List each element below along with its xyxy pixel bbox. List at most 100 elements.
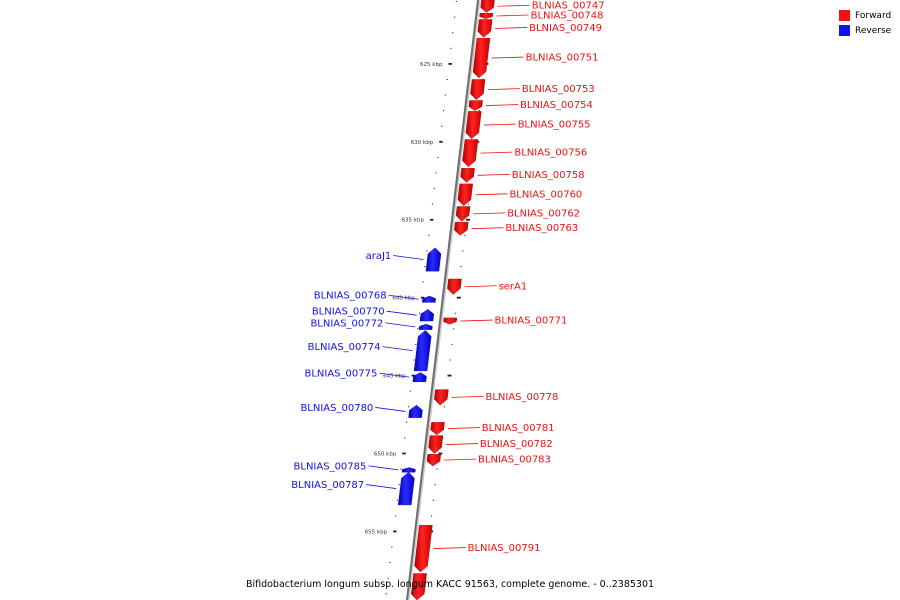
gene-label: BLNIAS_00780 <box>300 403 373 414</box>
genome-backbone <box>406 0 481 600</box>
gene-label-leader <box>445 443 478 445</box>
gene-label-leader <box>451 396 484 398</box>
gene-blnias_00756 <box>462 139 479 168</box>
gene-label-leader <box>496 14 529 17</box>
gene-blnias_00785 <box>401 467 416 473</box>
gene-label: BLNIAS_00768 <box>314 291 387 302</box>
gene-label-leader <box>385 322 416 328</box>
gene-label-leader <box>485 104 519 106</box>
gene-blnias_00768 <box>421 295 436 303</box>
gene-label: BLNIAS_00771 <box>495 316 568 327</box>
gene-label-leader <box>477 173 510 176</box>
gene-blnias_00763 <box>454 221 469 236</box>
gene-sera1 <box>447 278 462 295</box>
gene-label-leader <box>386 310 417 316</box>
gene-label: BLNIAS_00756 <box>514 148 587 159</box>
gene-label: BLNIAS_00747 <box>532 1 605 12</box>
gene-blnias_00770 <box>419 309 435 322</box>
axis-tick-label: 625 kbp <box>420 62 443 68</box>
gene-blnias_00783 <box>426 454 441 467</box>
gene-label-leader <box>375 407 406 412</box>
gene-label: BLNIAS_00754 <box>520 100 593 111</box>
gene-label-leader <box>393 255 424 260</box>
genome-caption: Bifidobacterium longum subsp. longum KAC… <box>245 579 655 590</box>
gene-label-leader <box>483 123 516 126</box>
gene-label: araJ1 <box>366 251 392 262</box>
gene-label-leader <box>491 56 524 59</box>
gene-blnias_00771 <box>443 317 458 325</box>
gene-label: BLNIAS_00774 <box>308 342 381 353</box>
legend: Forward Reverse <box>839 8 891 38</box>
gene-features <box>398 0 495 600</box>
gene-label-leader <box>464 285 497 288</box>
gene-blnias_00748 <box>479 13 494 19</box>
gene-araj1 <box>425 247 442 272</box>
legend-reverse: Reverse <box>839 23 891 38</box>
reverse-swatch <box>839 25 850 36</box>
gene-label: BLNIAS_00763 <box>505 223 578 234</box>
gene-blnias_00751 <box>472 37 491 79</box>
gene-label: BLNIAS_00787 <box>291 480 364 491</box>
axis-tick-label: 645 kbp <box>383 374 406 380</box>
gene-label-leader <box>480 151 513 154</box>
gene-label: BLNIAS_00749 <box>529 23 602 34</box>
gene-label: BLNIAS_00753 <box>522 84 595 95</box>
gene-label-leader <box>471 227 504 230</box>
gene-label-leader <box>473 212 506 215</box>
gene-label-leader <box>433 547 466 549</box>
gene-label-leader <box>366 484 397 489</box>
gene-label: BLNIAS_00781 <box>482 423 555 434</box>
gene-label-leader <box>444 458 477 461</box>
gene-blnias_00775 <box>412 372 427 383</box>
gene-label: BLNIAS_00791 <box>468 543 541 554</box>
gene-label-leader <box>460 319 493 322</box>
gene-blnias_00758 <box>460 168 475 183</box>
gene-label: BLNIAS_00755 <box>518 120 591 131</box>
gene-label-leader <box>379 372 410 378</box>
gene-blnias_00782 <box>428 435 444 454</box>
gene-label-leader <box>382 346 413 352</box>
gene-blnias_00762 <box>455 206 471 222</box>
gene-label: BLNIAS_00783 <box>478 455 551 466</box>
gene-label: BLNIAS_00770 <box>312 307 385 318</box>
axis-ticks: 625 kbp 630 kbp 635 kbp 640 kbp 645 kbp 650 k… <box>365 1 494 595</box>
gene-blnias_00760 <box>457 183 473 206</box>
gene-label: serA1 <box>499 281 528 292</box>
gene-label: BLNIAS_00782 <box>480 439 553 450</box>
gene-unlabeled <box>411 573 427 600</box>
gene-blnias_00755 <box>465 111 482 139</box>
legend-forward-label: Forward <box>855 10 892 21</box>
axis-tick-label: 640 kbp <box>392 296 415 302</box>
gene-label: BLNIAS_00775 <box>304 369 377 380</box>
gene-label: BLNIAS_00762 <box>507 208 580 219</box>
forward-swatch <box>839 10 850 21</box>
gene-label-leader <box>495 27 528 29</box>
gene-blnias_00754 <box>468 100 483 111</box>
gene-blnias_00778 <box>434 389 449 406</box>
gene-label: BLNIAS_00751 <box>526 53 599 64</box>
gene-label-leader <box>388 294 419 300</box>
gene-label: BLNIAS_00778 <box>485 392 558 403</box>
legend-forward: Forward <box>839 8 891 23</box>
gene-label-leader <box>475 193 508 196</box>
gene-label-leader <box>447 427 480 429</box>
gene-label: BLNIAS_00772 <box>310 318 383 329</box>
axis-tick-label: 650 kbp <box>374 452 397 458</box>
axis-tick-label: 655 kbp <box>365 529 388 535</box>
gene-blnias_00791 <box>414 524 433 573</box>
gene-label-leader <box>368 465 399 471</box>
gene-label: BLNIAS_00760 <box>509 189 582 200</box>
gene-label: BLNIAS_00785 <box>294 461 367 472</box>
gene-blnias_00747 <box>480 0 495 13</box>
gene-blnias_00749 <box>477 19 493 38</box>
gene-blnias_00753 <box>470 79 486 101</box>
gene-blnias_00787 <box>398 471 415 506</box>
legend-reverse-label: Reverse <box>855 25 892 36</box>
gene-label-leader <box>487 88 520 91</box>
axis-tick-label: 630 kbp <box>411 140 434 146</box>
gene-blnias_00781 <box>430 422 445 436</box>
gene-blnias_00780 <box>408 404 423 418</box>
gene-blnias_00772 <box>418 323 433 330</box>
